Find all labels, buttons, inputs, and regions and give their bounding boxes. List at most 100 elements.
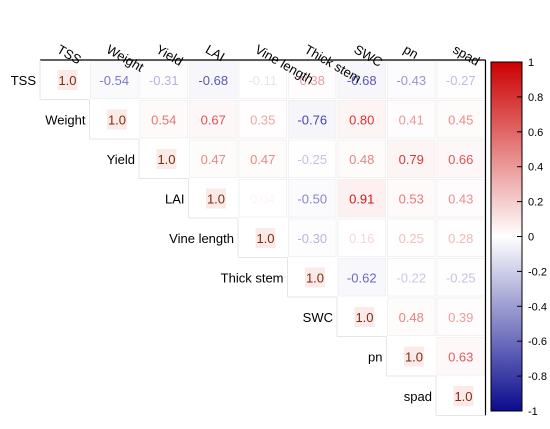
cell-value-pn-pn: 1.0 [405,349,423,364]
cell-value-tss-spad: -0.27 [446,73,476,88]
row-label-thick-stem: Thick stem [221,270,284,285]
cell-bg-yield-lai [189,139,238,178]
cell-bg-yield-spad [436,139,485,178]
cell-value-thick-stem-swc: -0.62 [347,270,377,285]
cell-value-lai-swc: 0.91 [349,191,374,206]
colorbar-tick-label: -1 [528,406,538,418]
row-label-yield: Yield [107,152,135,167]
cell-bg-vine-length-swc [337,218,386,257]
cell-bg-lai-swc [337,179,386,218]
row-label-pn: pn [368,349,382,364]
cell-bg-lai-pn [387,179,436,218]
colorbar-gradient [490,61,523,412]
cell-value-yield-swc: 0.48 [349,152,374,167]
cell-value-yield-yield: 1.0 [157,152,175,167]
row-label-vine-length: Vine length [169,231,234,246]
colorbar-tick-label: 0.4 [528,162,543,174]
cell-bg-weight-vine-length [238,100,287,139]
cell-value-thick-stem-spad: -0.25 [446,270,476,285]
cell-bg-tss-spad [436,60,485,99]
cell-value-lai-spad: 0.43 [448,191,473,206]
cell-bg-tss-thick-stem [288,60,337,99]
cell-bg-tss-lai [189,60,238,99]
cell-bg-tss-swc [337,60,386,99]
row-label-swc: SWC [303,310,333,325]
cell-value-weight-lai: 0.67 [201,112,226,127]
cell-value-yield-thick-stem: -0.25 [297,152,327,167]
cell-value-weight-weight: 1.0 [108,112,126,127]
diag-highlight-yield [156,149,177,169]
cell-value-tss-swc: -0.68 [347,73,377,88]
diag-highlight-weight [107,109,127,130]
colorbar-tick-label: 0.8 [528,92,543,104]
diag-highlight-spad [453,386,474,406]
cell-value-tss-tss: 1.0 [58,73,76,88]
cell-value-tss-vine-length: -0.11 [248,73,277,88]
cell-bg-yield-pn [387,139,436,178]
cell-value-lai-vine-length: 0.04 [250,191,275,206]
cell-bg-lai-spad [436,179,485,218]
cell-bg-vine-length-pn [387,218,436,257]
cell-value-tss-yield: -0.31 [149,73,179,88]
cell-value-weight-swc: 0.80 [349,112,374,127]
cell-bg-thick-stem-spad [436,258,485,297]
colorbar-tick-label: 1 [528,57,534,69]
cell-value-tss-weight: -0.54 [99,73,129,88]
diag-highlight-vine-length [255,228,276,248]
cell-bg-thick-stem-pn [387,258,436,297]
cell-value-weight-thick-stem: -0.76 [297,112,327,127]
cell-value-vine-length-pn: 0.25 [399,231,424,246]
cell-bg-vine-length-thick-stem [288,218,337,257]
cell-value-weight-vine-length: 0.35 [250,112,275,127]
cell-value-swc-swc: 1.0 [355,310,373,325]
cell-value-vine-length-swc: 0.16 [349,231,374,246]
diag-highlight-lai [206,188,226,209]
cell-value-lai-pn: 0.53 [399,191,424,206]
cell-bg-tss-vine-length [238,60,287,99]
cell-bg-weight-lai [189,100,238,139]
cell-value-lai-thick-stem: -0.50 [297,191,327,206]
col-label-tss: TSS [55,42,85,68]
cell-value-weight-yield: 0.54 [151,112,176,127]
cell-bg-weight-thick-stem [288,100,337,139]
cell-bg-tss-yield [139,60,188,99]
colorbar-tick-label: -0.2 [528,266,547,278]
cell-value-weight-pn: 0.41 [399,112,424,127]
cell-bg-swc-spad [436,297,485,336]
cell-bg-weight-pn [387,100,436,139]
cells-layer: 1.0 -0.54 -0.31 -0.68 -0.11 0.38 -0.68 -0.43 -0.… [57,60,485,406]
cell-value-pn-spad: 0.63 [448,349,473,364]
colorbar-tick-label: -0.8 [528,371,547,383]
diag-highlight-swc [354,307,375,327]
colorbar-tick-label: -0.6 [528,336,547,348]
frame-layer [39,59,487,416]
cell-value-yield-pn: 0.79 [399,152,424,167]
cell-bg-yield-swc [337,139,386,178]
colorbar: 1 0.8 0.6 0.4 0.2 0 -0.2 -0.4 -0.6 -0.8 -1 [490,57,547,418]
cell-value-tss-thick-stem: 0.38 [300,73,325,88]
colorbar-tick-label: 0.2 [528,197,543,209]
cell-value-tss-pn: -0.43 [396,73,426,88]
cell-value-swc-pn: 0.48 [399,310,424,325]
row-label-tss: TSS [11,73,37,88]
cell-value-thick-stem-pn: -0.22 [396,270,426,285]
cell-value-swc-spad: 0.39 [448,310,473,325]
cell-bg-tss-weight [90,60,139,99]
col-label-pn: pn [401,42,421,62]
cell-value-tss-lai: -0.68 [198,73,228,88]
cell-value-vine-length-thick-stem: -0.30 [297,231,327,246]
colorbar-tick-label: -0.4 [528,301,547,313]
cell-bg-lai-vine-length [238,179,287,218]
cell-bg-weight-swc [337,100,386,139]
diag-highlight-thick-stem [305,267,325,288]
diag-highlight-pn [404,346,424,367]
diag-highlight-tss [57,70,78,90]
cell-bg-yield-vine-length [238,139,287,178]
row-label-lai: LAI [165,191,185,206]
colorbar-tick-label: 0.6 [528,127,543,139]
cell-bg-weight-yield [139,100,188,139]
cell-bg-pn-spad [436,337,485,376]
cell-value-yield-lai: 0.47 [201,152,226,167]
